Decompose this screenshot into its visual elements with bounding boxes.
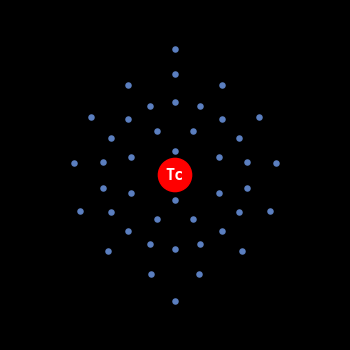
Point (172, 197, 178, 202)
Point (236, 135, 241, 141)
Point (108, 209, 114, 215)
Point (128, 154, 134, 160)
Point (197, 103, 203, 109)
Point (216, 154, 222, 160)
Point (125, 116, 131, 121)
Point (245, 160, 250, 165)
Point (239, 248, 245, 254)
Point (172, 46, 178, 52)
Point (190, 128, 196, 134)
Point (256, 114, 261, 120)
Point (128, 190, 134, 196)
Point (197, 241, 203, 247)
Text: Tc: Tc (166, 168, 184, 182)
Point (172, 148, 178, 153)
Point (105, 248, 111, 254)
Point (196, 271, 202, 277)
Point (154, 216, 160, 222)
Point (236, 209, 241, 215)
Point (172, 298, 178, 304)
Point (147, 103, 153, 109)
Point (172, 246, 178, 251)
Point (100, 160, 105, 165)
Point (147, 241, 153, 247)
Point (273, 160, 279, 166)
Point (190, 216, 196, 222)
Point (148, 271, 154, 277)
Point (108, 135, 114, 141)
Point (71, 160, 77, 166)
Point (219, 229, 225, 234)
Point (216, 190, 222, 196)
Point (172, 99, 178, 104)
Point (89, 114, 94, 120)
Point (125, 82, 131, 88)
Point (154, 128, 160, 134)
Point (267, 208, 273, 214)
Point (219, 82, 225, 88)
Point (219, 116, 225, 121)
Point (77, 208, 83, 214)
Point (100, 185, 105, 190)
Point (125, 229, 131, 234)
Point (172, 71, 178, 76)
Circle shape (158, 158, 192, 192)
Point (245, 185, 250, 190)
